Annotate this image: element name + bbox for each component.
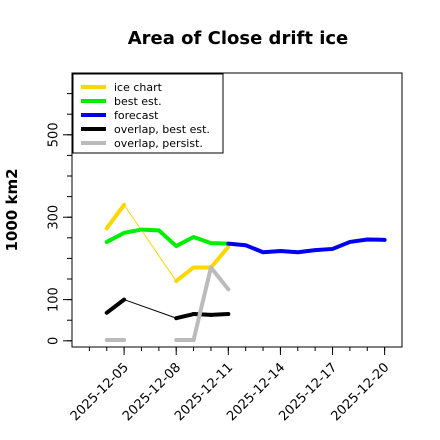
series-thin-connector-1: [123, 204, 177, 282]
y-tick-label-0: 0: [47, 337, 62, 345]
series-segment-overlap-best-est--4: [104, 297, 127, 315]
series-best-est--2: [104, 227, 231, 249]
legend-label-0: ice chart: [114, 81, 163, 94]
legend-label-3: overlap, best est.: [114, 123, 210, 136]
plot-area: [71, 72, 403, 348]
legend-label-4: overlap, persist.: [114, 137, 203, 150]
y-tick-label-300: 300: [47, 205, 62, 230]
legend-label-2: forecast: [114, 109, 159, 122]
series-thin-connector-5: [123, 299, 177, 319]
plot-series: [104, 202, 387, 342]
series-segment-overlap-best-est--4: [174, 312, 196, 321]
y-axis-label: 1000 km2: [3, 168, 21, 251]
series-segment-overlap-best-est--4: [208, 312, 231, 317]
series-forecast-3: [226, 237, 387, 255]
series-segment-ice-chart-0: [174, 265, 196, 284]
legend-label-1: best est.: [114, 95, 162, 108]
series-segment-ice-chart-0: [208, 244, 231, 270]
x-axis: 2025-12-052025-12-082025-12-112025-12-14…: [68, 347, 392, 424]
series-segment-overlap-persist--6: [208, 265, 231, 292]
series-segment-overlap-best-est--4: [191, 312, 213, 317]
series-segment-overlap-persist--6: [191, 265, 213, 342]
y-tick-label-100: 100: [47, 287, 62, 312]
y-axis: 0 100 300 500: [47, 93, 72, 345]
chart-title: Area of Close drift ice: [128, 28, 349, 49]
series-segment-ice-chart-0: [104, 202, 127, 231]
y-tick-label-500: 500: [47, 122, 62, 147]
